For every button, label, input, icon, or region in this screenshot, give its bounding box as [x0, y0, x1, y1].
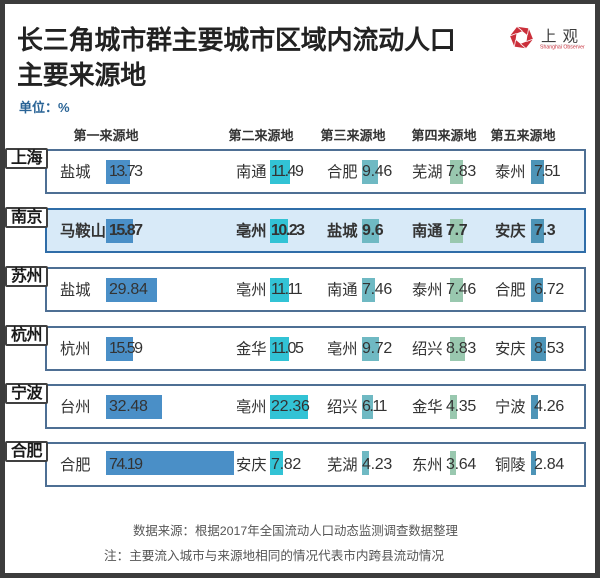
- svg-text:Shanghai Observer: Shanghai Observer: [540, 45, 585, 51]
- svg-text:上观: 上观: [541, 27, 584, 45]
